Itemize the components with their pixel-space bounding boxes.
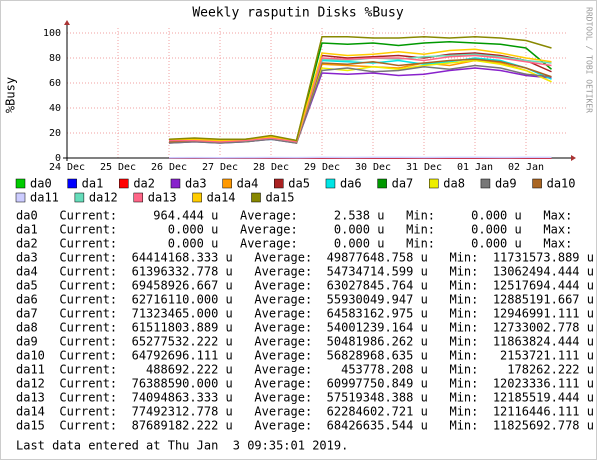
legend-label: da0 bbox=[30, 177, 52, 191]
y-tick-label: 80 bbox=[49, 53, 61, 64]
legend-label: da3 bbox=[185, 177, 207, 191]
stats-line: da7 Current: 71323465.000 u Average: 645… bbox=[16, 307, 597, 321]
footer: Last data entered at Thu Jan 3 09:35:01 … bbox=[16, 439, 348, 453]
legend-swatch bbox=[67, 178, 77, 189]
legend-label: da8 bbox=[443, 177, 465, 191]
legend-label: da12 bbox=[89, 191, 118, 205]
stats-line: da13 Current: 74094863.333 u Average: 57… bbox=[16, 391, 597, 405]
stats-line: da2 Current: 0.000 u Average: 0.000 u Mi… bbox=[16, 237, 597, 251]
legend-swatch bbox=[251, 192, 261, 203]
stats-line: da9 Current: 65277532.222 u Average: 504… bbox=[16, 335, 597, 349]
x-tick-label: 24 Dec bbox=[49, 162, 85, 173]
stats-line: da5 Current: 69458926.667 u Average: 630… bbox=[16, 279, 597, 293]
legend-label: da1 bbox=[82, 177, 104, 191]
legend-label: da2 bbox=[133, 177, 155, 191]
y-arrow bbox=[64, 20, 70, 25]
stats-line: da14 Current: 77492312.778 u Average: 62… bbox=[16, 405, 597, 419]
x-tick-label: 01 Jan bbox=[457, 162, 493, 173]
x-tick-label: 31 Dec bbox=[406, 162, 442, 173]
legend-swatch bbox=[15, 192, 26, 203]
stats-line: da11 Current: 488692.222 u Average: 4537… bbox=[16, 363, 597, 377]
legend-label: da14 bbox=[207, 191, 236, 205]
stats-line: da0 Current: 964.444 u Average: 2.538 u … bbox=[16, 209, 597, 223]
legend-label: da10 bbox=[547, 177, 576, 191]
legend-label: da15 bbox=[266, 191, 295, 205]
y-tick-label: 40 bbox=[49, 103, 61, 114]
legend-swatch bbox=[274, 178, 284, 189]
legend-swatch bbox=[325, 178, 336, 189]
legend-swatch bbox=[192, 192, 202, 203]
legend-label: da5 bbox=[288, 177, 310, 191]
legend-swatch bbox=[429, 178, 439, 189]
stats-line: da1 Current: 0.000 u Average: 0.000 u Mi… bbox=[16, 223, 597, 237]
y-tick-label: 100 bbox=[43, 28, 61, 39]
legend-label: da9 bbox=[495, 177, 517, 191]
x-tick-label: 25 Dec bbox=[100, 162, 136, 173]
stats-line: da15 Current: 87689182.222 u Average: 68… bbox=[16, 419, 597, 433]
legend-swatch bbox=[119, 178, 129, 189]
watermark: RRDTOOL / TOBI OETIKER bbox=[585, 7, 594, 113]
legend-label: da11 bbox=[30, 191, 59, 205]
legend-label: da6 bbox=[340, 177, 362, 191]
x-tick-label: 27 Dec bbox=[202, 162, 238, 173]
stats-line: da6 Current: 62716110.000 u Average: 559… bbox=[16, 293, 597, 307]
stats-line: da3 Current: 64414168.333 u Average: 498… bbox=[16, 251, 597, 265]
legend-swatch bbox=[74, 192, 85, 203]
y-tick-label: 60 bbox=[49, 78, 61, 89]
x-tick-label: 28 Dec bbox=[253, 162, 289, 173]
stats-line: da8 Current: 61511803.889 u Average: 540… bbox=[16, 321, 597, 335]
legend-swatch bbox=[222, 178, 232, 189]
stats-line: da4 Current: 61396332.778 u Average: 547… bbox=[16, 265, 597, 279]
stats-line: da12 Current: 76388590.000 u Average: 60… bbox=[16, 377, 597, 391]
legend-swatch bbox=[15, 178, 26, 189]
legend-label: da7 bbox=[392, 177, 414, 191]
y-axis-label: %Busy bbox=[4, 77, 18, 113]
chart-title: Weekly rasputin Disks %Busy bbox=[192, 6, 403, 21]
y-tick-label: 0 bbox=[55, 153, 61, 164]
legend-swatch bbox=[377, 178, 387, 189]
series-line bbox=[169, 54, 552, 143]
plot-area bbox=[67, 28, 567, 158]
legend-label: da4 bbox=[237, 177, 259, 191]
series-line bbox=[168, 35, 552, 142]
x-tick-label: 26 Dec bbox=[151, 162, 187, 173]
y-tick-label: 20 bbox=[49, 128, 61, 139]
series-line bbox=[168, 64, 552, 144]
x-arrow bbox=[571, 155, 576, 161]
legend-swatch bbox=[133, 192, 144, 203]
legend-swatch bbox=[170, 178, 181, 189]
legend-swatch bbox=[532, 178, 542, 189]
legend-label: da13 bbox=[148, 191, 177, 205]
x-tick-label: 02 Jan bbox=[508, 162, 544, 173]
stats-line: da10 Current: 64792696.111 u Average: 56… bbox=[16, 349, 597, 363]
x-tick-label: 30 Dec bbox=[355, 162, 391, 173]
legend-swatch bbox=[480, 178, 491, 189]
x-tick-label: 29 Dec bbox=[304, 162, 340, 173]
